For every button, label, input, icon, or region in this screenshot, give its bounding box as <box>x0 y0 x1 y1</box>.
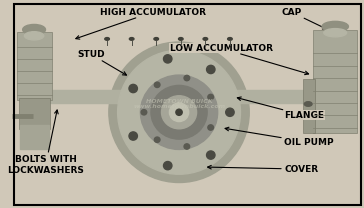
Bar <box>50 89 313 103</box>
Ellipse shape <box>118 50 241 174</box>
Text: LOW ACCUMULATOR: LOW ACCUMULATOR <box>170 44 309 75</box>
Ellipse shape <box>105 38 109 40</box>
Ellipse shape <box>226 108 234 116</box>
Bar <box>16 32 52 100</box>
Bar <box>19 98 50 129</box>
Text: HIGH ACCUMULATOR: HIGH ACCUMULATOR <box>76 7 206 39</box>
Bar <box>303 79 315 133</box>
Ellipse shape <box>141 110 147 115</box>
Ellipse shape <box>176 109 182 115</box>
Ellipse shape <box>154 38 158 40</box>
Ellipse shape <box>322 21 348 32</box>
Ellipse shape <box>141 75 218 150</box>
Ellipse shape <box>129 84 137 93</box>
Ellipse shape <box>162 96 197 129</box>
Ellipse shape <box>206 65 215 74</box>
Ellipse shape <box>23 25 46 35</box>
Ellipse shape <box>184 75 190 81</box>
Ellipse shape <box>109 42 249 182</box>
Ellipse shape <box>154 137 160 142</box>
Text: HOMETOWN BUICK
www.hometownbuick.com: HOMETOWN BUICK www.hometownbuick.com <box>133 99 225 109</box>
Ellipse shape <box>169 103 189 121</box>
Text: FLANGE: FLANGE <box>237 97 324 120</box>
Ellipse shape <box>184 144 190 149</box>
Ellipse shape <box>24 32 44 40</box>
Ellipse shape <box>304 102 312 106</box>
Text: CAP: CAP <box>281 7 327 29</box>
Ellipse shape <box>154 82 160 88</box>
Ellipse shape <box>324 28 347 37</box>
Text: STUD: STUD <box>78 50 126 75</box>
Ellipse shape <box>208 94 213 100</box>
Ellipse shape <box>203 38 207 40</box>
Ellipse shape <box>208 125 213 130</box>
Ellipse shape <box>163 55 172 63</box>
Bar <box>20 125 49 150</box>
Ellipse shape <box>129 38 134 40</box>
Ellipse shape <box>228 38 232 40</box>
Ellipse shape <box>163 161 172 170</box>
Ellipse shape <box>206 151 215 159</box>
Text: OIL PUMP: OIL PUMP <box>225 127 334 147</box>
Text: COVER: COVER <box>207 165 318 174</box>
Text: BOLTS WITH
LOCKWASHERS: BOLTS WITH LOCKWASHERS <box>7 110 84 175</box>
Ellipse shape <box>151 85 207 139</box>
Ellipse shape <box>129 132 137 140</box>
Bar <box>313 30 357 133</box>
Ellipse shape <box>178 38 183 40</box>
